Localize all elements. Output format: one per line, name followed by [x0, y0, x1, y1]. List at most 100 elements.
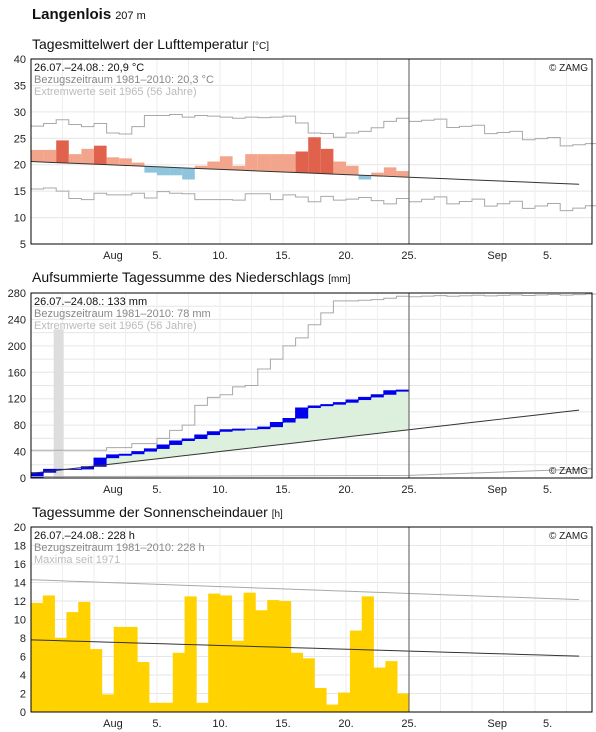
precip-increment-bar	[270, 422, 283, 428]
precip-increment-bar	[295, 407, 309, 419]
sun-bar	[255, 610, 268, 712]
sun-bar	[101, 694, 114, 712]
temp-bar	[81, 148, 94, 164]
precip-min-extreme-line	[30, 468, 592, 478]
temp-bar	[232, 165, 246, 171]
sun-bar	[326, 704, 339, 712]
sun-bar	[243, 592, 256, 712]
sun-bar	[314, 687, 327, 712]
sun-bar	[397, 693, 410, 712]
precip-increment-bar	[396, 390, 409, 392]
sun-info-line: 26.07.–24.08.: 228 h	[34, 530, 135, 542]
sunshine-chart: 0 2 4 6 8 10 12 14 16 18 20 Aug 5. 10. 15. 20. 25. Sep 5. 2…	[14, 522, 593, 730]
temp-x-tick-label: Sep	[487, 250, 507, 262]
precip-increment-bar	[31, 472, 44, 478]
temp-y-tick-label: 25	[14, 133, 26, 145]
precip-increment-bar	[383, 390, 397, 395]
precip-plot-border	[30, 292, 593, 479]
sun-y-tick-label: 20	[14, 522, 26, 534]
temp-bar	[270, 154, 283, 172]
precip-y-tick-label: 40	[14, 447, 26, 459]
precip-x-tick-label: 25.	[401, 484, 416, 496]
precip-normal-line	[30, 409, 580, 474]
sun-bar	[338, 692, 351, 712]
temp-plot-border	[30, 58, 593, 245]
sun-y-tick-label: 4	[20, 670, 26, 682]
temp-bar	[371, 172, 384, 176]
sun-y-tick-label: 14	[14, 578, 26, 590]
precip-increment-bar	[119, 454, 132, 456]
precip-x-tick-label: 5.	[543, 484, 552, 496]
temp-credit: © ZAMG	[549, 63, 588, 74]
precip-increment-bar	[131, 451, 145, 455]
precip-increment-bar	[232, 429, 246, 431]
temp-x-tick-label: 25.	[401, 250, 416, 262]
chart-title-precipitation: Aufsummierte Tagessumme des Niederschlag…	[32, 269, 351, 285]
precip-increment-bar	[169, 441, 183, 445]
precip-y-tick-label: 240	[8, 314, 26, 326]
temp-y-tick-label: 30	[14, 107, 26, 119]
sun-bar	[290, 652, 303, 712]
sun-info-line: Maxima seit 1971	[34, 554, 120, 566]
chart-title-sunshine: Tagessumme der Sonnenscheindauer [h]	[32, 504, 283, 520]
precip-increment-bar	[81, 466, 94, 470]
temp-y-tick-label: 15	[14, 186, 26, 198]
precip-y-tick-label: 280	[8, 288, 26, 300]
precip-x-tick-label: Sep	[487, 484, 507, 496]
temp-y-tick-label: 35	[14, 80, 26, 92]
sun-y-tick-label: 6	[20, 652, 26, 664]
sun-y-tick-label: 0	[20, 707, 26, 719]
sun-bar	[267, 600, 280, 712]
temp-bar	[131, 162, 145, 166]
temp-bar	[119, 158, 132, 166]
sun-bar	[31, 602, 44, 712]
temp-bar	[182, 168, 195, 180]
sun-normal-line	[30, 639, 580, 657]
temp-info-line: Bezugszeitraum 1981–2010: 20,3 °C	[34, 74, 214, 86]
sun-x-tick-label: 5.	[543, 718, 552, 730]
temp-bar	[257, 154, 271, 172]
temp-bar	[56, 140, 69, 163]
precip-y-tick-label: 120	[8, 394, 26, 406]
sun-bar	[160, 702, 174, 712]
sun-bar	[220, 595, 233, 712]
sun-y-tick-label: 18	[14, 541, 26, 553]
sun-bar	[302, 658, 315, 712]
temp-y-tick-label: 10	[14, 213, 26, 225]
sun-x-tick-label: 20.	[338, 718, 353, 730]
sun-x-tick-label: 25.	[401, 718, 416, 730]
sun-bar	[385, 661, 398, 712]
precip-x-tick-label: 10.	[212, 484, 227, 496]
temp-x-tick-label: 5.	[152, 250, 161, 262]
precip-x-tick-label: Aug	[103, 484, 123, 496]
sun-bar	[373, 667, 386, 712]
precip-increment-bar	[144, 448, 157, 452]
sun-x-tick-label: 5.	[152, 718, 161, 730]
sun-y-tick-label: 10	[14, 615, 26, 627]
temperature-chart: 5 10 15 20 25 30 35 40 Aug 5. 10. 15. 20. 25. Sep 5. 26.…	[14, 54, 596, 262]
precip-increment-bar	[346, 400, 359, 403]
temp-info-line: Extremwerte seit 1965 (56 Jahre)	[34, 86, 197, 98]
sun-bar	[349, 630, 363, 712]
temp-x-tick-label: 5.	[543, 250, 552, 262]
temp-bar	[358, 175, 372, 180]
temp-min-extreme-line	[31, 187, 596, 212]
sun-bar	[361, 596, 374, 712]
precip-increment-bar	[207, 431, 220, 436]
sun-x-tick-label: 10.	[212, 718, 227, 730]
precip-increment-bar	[371, 394, 384, 398]
precip-increment-bar	[106, 454, 120, 459]
temp-bar	[283, 154, 296, 173]
temp-bar	[43, 149, 57, 163]
sun-bar	[172, 652, 185, 712]
sun-credit: © ZAMG	[549, 531, 588, 542]
station-name: Langenlois 207 m	[32, 6, 146, 23]
sun-bar	[90, 649, 103, 712]
temp-bar	[295, 151, 309, 173]
temp-bar	[383, 167, 397, 177]
precipitation-chart: 0 40 80 120 160 200 240 280 Aug 5. 10. 15. 20. 25. Sep…	[8, 288, 596, 496]
temp-bar	[308, 137, 321, 174]
sun-bar	[208, 593, 221, 712]
temp-info-line: 26.07.–24.08.: 20,9 °C	[34, 62, 144, 74]
sun-bar	[125, 626, 138, 712]
